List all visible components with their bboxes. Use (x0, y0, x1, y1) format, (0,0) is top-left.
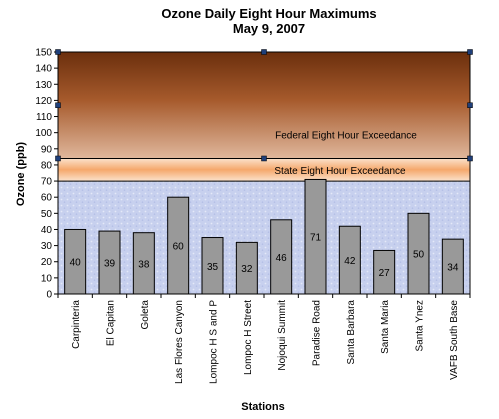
bar-series (64, 178, 464, 295)
selection-handle[interactable] (55, 102, 61, 108)
y-tick-label: 50 (41, 209, 53, 220)
y-tick-label: 150 (35, 48, 52, 59)
federal-band-label: Federal Eight Hour Exceedance (275, 130, 417, 141)
y-tick-label: 10 (41, 273, 53, 284)
x-category-label: Carpinteria (71, 300, 82, 349)
bar-value-label: 34 (447, 263, 459, 274)
x-axis: Carpinteria El Capitan Goleta Las Flores Ca… (57, 293, 471, 384)
y-tick-label: 70 (41, 177, 53, 188)
bar-value-label: 32 (241, 264, 253, 275)
x-category-label: Las Flores Canyon (174, 300, 185, 384)
y-tick-label: 140 (35, 64, 52, 75)
y-tick-label: 20 (41, 257, 53, 268)
x-category-label: VAFB South Base (449, 300, 460, 380)
bar-value-label: 46 (276, 253, 288, 264)
x-category-label: El Capitan (106, 300, 117, 346)
x-category-label: Nojoqui Summit (277, 300, 288, 371)
selection-handle[interactable] (55, 155, 61, 162)
y-tick-label: 60 (41, 193, 53, 204)
x-category-label: Santa Barbara (346, 300, 357, 365)
x-axis-title: Stations (241, 401, 284, 413)
plot-background (58, 52, 470, 294)
x-category-label: Lompoc H Street (243, 300, 254, 375)
x-category-label: Santa Maria (380, 300, 391, 354)
state-band-label: State Eight Hour Exceedance (274, 166, 406, 177)
bar-value-label: 60 (173, 242, 185, 253)
selection-handle[interactable] (467, 102, 473, 108)
bar-value-label: 38 (138, 259, 150, 270)
selection-handle[interactable] (261, 155, 267, 162)
selection-handle[interactable] (55, 49, 61, 55)
bar-value-label: 71 (310, 233, 322, 244)
selection-handle[interactable] (467, 49, 473, 55)
band-labels: Federal Eight Hour Exceedance State Eight… (274, 130, 417, 176)
y-tick-label: 40 (41, 225, 53, 236)
data-labels: 40 39 38 60 35 32 46 71 42 27 50 34 (70, 233, 459, 279)
x-category-label: Lompoc H S and P (209, 300, 220, 384)
y-tick-label: 130 (35, 80, 52, 91)
y-tick-label: 110 (36, 112, 52, 123)
below-standard-area (58, 181, 470, 294)
x-category-label: Paradise Road (312, 300, 323, 366)
y-tick-label: 120 (35, 96, 52, 107)
selection-handle[interactable] (261, 49, 267, 55)
state-exceedance-band (58, 158, 470, 182)
bar-value-label: 39 (104, 259, 116, 270)
selection-handles[interactable] (55, 49, 473, 162)
y-axis: 0 10 20 30 40 50 60 70 80 90 100 110 120 130 140 150 (35, 48, 59, 301)
bar-value-label: 35 (207, 262, 219, 273)
bar-value-label: 50 (413, 250, 425, 261)
y-axis-title: Ozone (ppb) (15, 142, 27, 206)
x-category-label: Santa Ynez (415, 300, 426, 352)
selection-handle[interactable] (467, 155, 473, 162)
federal-exceedance-band (58, 52, 470, 159)
y-tick-label: 80 (41, 160, 53, 171)
chart-subtitle: May 9, 2007 (233, 21, 305, 36)
y-tick-label: 30 (41, 241, 53, 252)
bar-value-label: 27 (379, 268, 391, 279)
bar-value-label: 40 (70, 258, 82, 269)
y-tick-label: 100 (35, 128, 52, 139)
y-tick-label: 90 (41, 144, 53, 155)
bar-value-label: 42 (344, 256, 356, 267)
x-category-label: Goleta (140, 300, 151, 330)
chart-title: Ozone Daily Eight Hour Maximums (161, 6, 376, 21)
y-tick-label: 0 (46, 290, 52, 301)
